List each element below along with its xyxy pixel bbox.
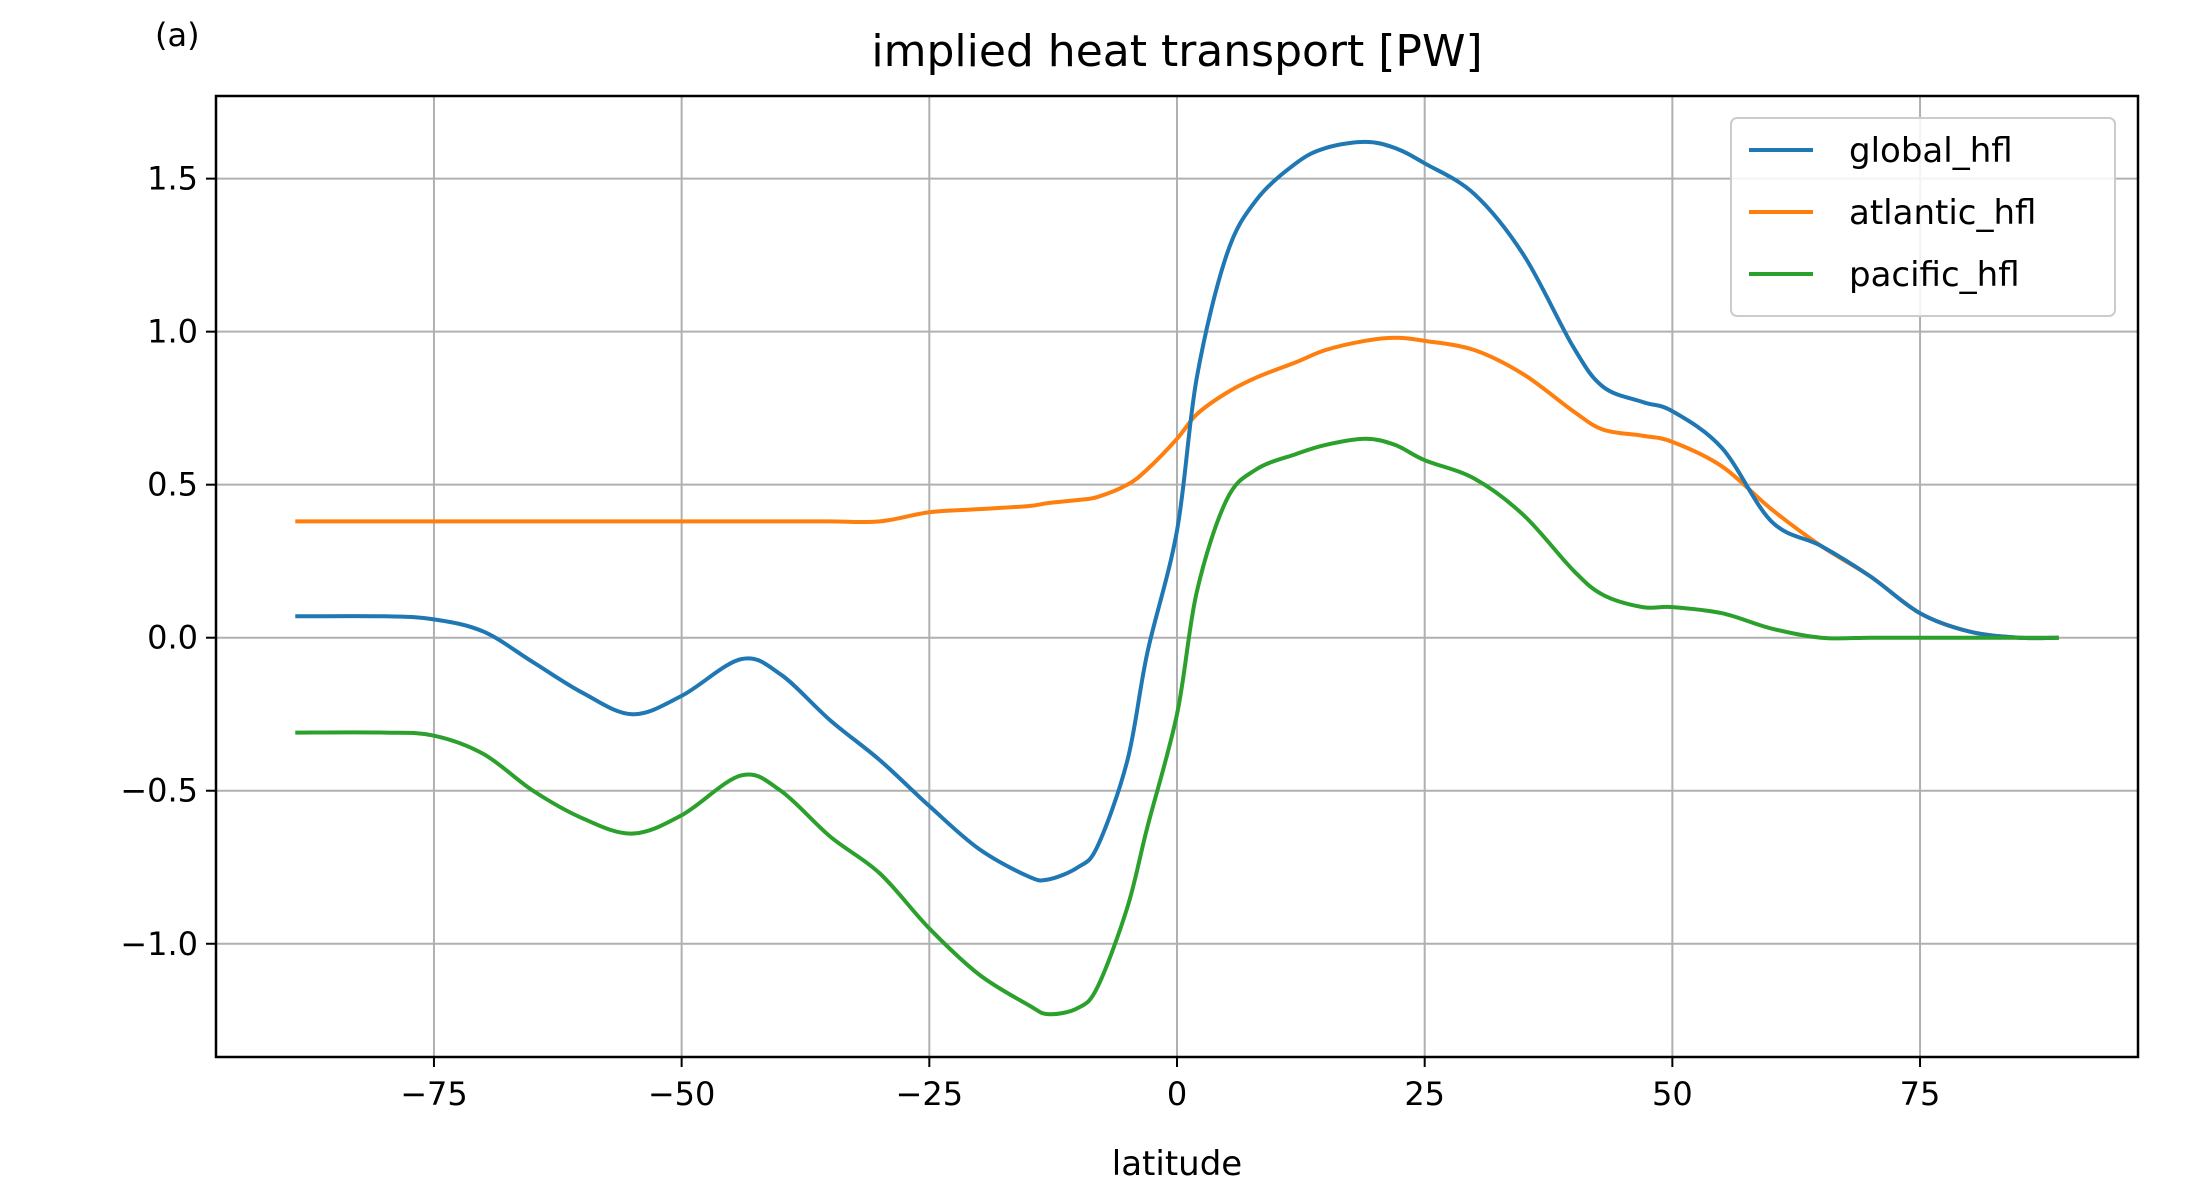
- y-tick-label: −0.5: [120, 772, 198, 810]
- legend: global_hfl atlantic_hfl pacific_hfl: [1730, 117, 2116, 317]
- y-tick-label: 0.5: [147, 466, 198, 504]
- x-tick-label: 25: [1404, 1075, 1445, 1113]
- series-line-atlantic_hfl: [295, 335, 2059, 641]
- legend-label-pacific_hfl: pacific_hfl: [1849, 255, 2020, 295]
- y-tick-label: 1.0: [147, 313, 198, 351]
- x-tick-label: −50: [648, 1075, 716, 1113]
- chart-title: implied heat transport [PW]: [871, 26, 1482, 77]
- x-tick-label: 50: [1652, 1075, 1693, 1113]
- legend-box: [1730, 117, 2116, 317]
- x-tick-label: 0: [1167, 1075, 1187, 1113]
- y-tick-label: −1.0: [120, 925, 198, 963]
- series-lines: [295, 139, 2059, 1017]
- legend-label-global_hfl: global_hfl: [1849, 131, 2013, 171]
- legend-label-atlantic_hfl: atlantic_hfl: [1849, 193, 2036, 233]
- y-tick-label: 1.5: [147, 160, 198, 198]
- y-tick-label: 0.0: [147, 619, 198, 657]
- axis-ticks: −75 −50 −25 0 25 50 75 −1.0 −0.5 0.0 0.5 1.0 1.5: [120, 160, 1940, 1113]
- x-axis-label: latitude: [1112, 1144, 1242, 1181]
- series-line-global_hfl: [295, 139, 2059, 883]
- x-tick-label: 75: [1900, 1075, 1941, 1113]
- x-tick-label: −25: [896, 1075, 964, 1113]
- series-line-pacific_hfl: [295, 436, 2059, 1017]
- panel-label: (a): [155, 16, 200, 54]
- x-tick-label: −75: [400, 1075, 468, 1113]
- plot-frame: [214, 94, 2140, 1059]
